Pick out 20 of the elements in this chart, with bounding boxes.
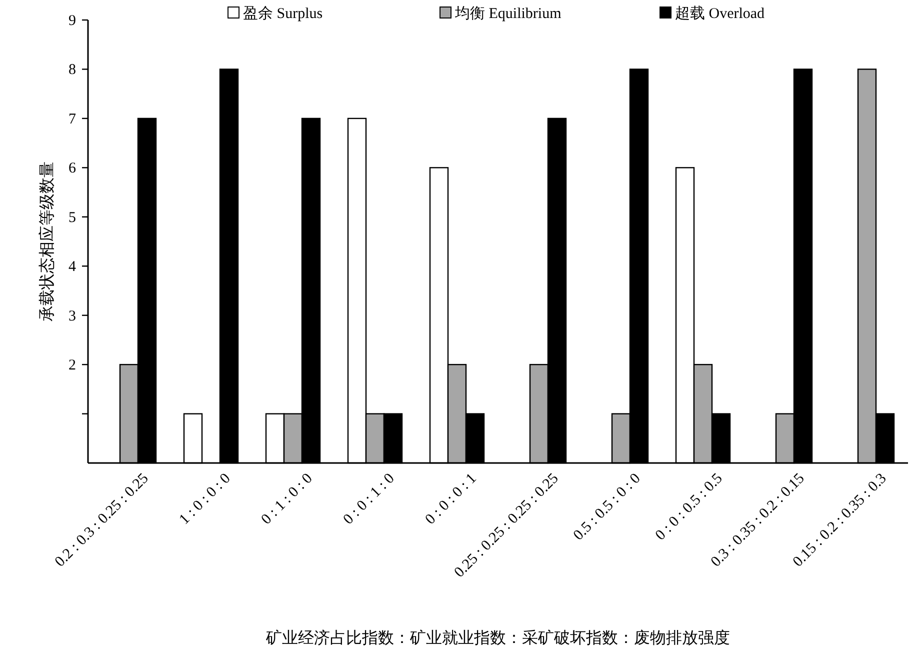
- y-tick-label: 3: [68, 308, 76, 324]
- y-tick-label: 7: [68, 111, 76, 128]
- y-tick-label: 9: [68, 13, 76, 29]
- legend-label: 超载 Overload: [675, 5, 766, 22]
- x-tick-label: 1 : 0 : 0 : 0: [176, 470, 234, 528]
- x-axis-title: 矿业经济占比指数：矿业就业指数：采矿破坏指数：废物排放强度: [265, 629, 730, 647]
- y-axis-title: 承载状态相应等级数量: [38, 162, 56, 322]
- y-tick-label: 5: [68, 210, 76, 226]
- x-tick-label: 0.5 : 0.5 : 0 : 0: [570, 470, 644, 544]
- legend-label: 盈余 Surplus: [243, 5, 323, 22]
- y-tick-label: 2: [68, 358, 76, 374]
- y-tick-label: 8: [68, 62, 76, 78]
- x-tick-label: 0 : 0 : 0.5 : 0.5: [652, 470, 726, 544]
- x-tick-label: 0 : 0 : 1 : 0: [340, 470, 398, 528]
- x-tick-label: 0 : 0 : 0 : 1: [422, 470, 480, 528]
- x-tick-label: 0 : 1 : 0 : 0: [258, 470, 316, 528]
- legend-label: 均衡 Equilibrium: [454, 5, 562, 22]
- y-tick-label: 4: [68, 259, 76, 276]
- y-tick-label: 6: [68, 160, 76, 177]
- x-tick-label: 0.2 : 0.3 : 0.25 : 0.25: [52, 470, 152, 570]
